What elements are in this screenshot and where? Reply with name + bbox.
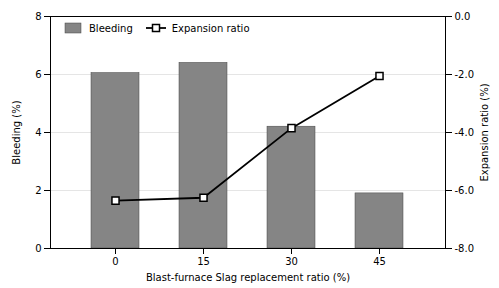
svg-text:4: 4 — [35, 127, 41, 138]
svg-text:30: 30 — [285, 256, 298, 267]
html-text:Bleeding: Bleeding — [89, 22, 133, 34]
svg-text:15: 15 — [197, 256, 210, 267]
svg-text:-2.0: -2.0 — [455, 69, 475, 80]
svg-text:Expansion ratio (%): Expansion ratio (%) — [479, 83, 490, 181]
svg-text:6: 6 — [35, 69, 41, 80]
svg-text:0.0: 0.0 — [455, 11, 471, 22]
svg-text:Blast-furnace Slag replacement: Blast-furnace Slag replacement ratio (%) — [146, 272, 350, 283]
svg-text:45: 45 — [373, 256, 386, 267]
svg-text:8: 8 — [35, 11, 41, 22]
svg-text:-6.0: -6.0 — [455, 185, 475, 196]
svg-text:2: 2 — [35, 185, 41, 196]
svg-text:-4.0: -4.0 — [455, 127, 475, 138]
html-text:Expansion ratio: Expansion ratio — [171, 22, 250, 34]
svg-text:-8.0: -8.0 — [455, 243, 475, 254]
svg-text:0: 0 — [112, 256, 118, 267]
svg-text:Bleeding (%): Bleeding (%) — [11, 100, 22, 164]
svg-text:0: 0 — [35, 243, 41, 254]
